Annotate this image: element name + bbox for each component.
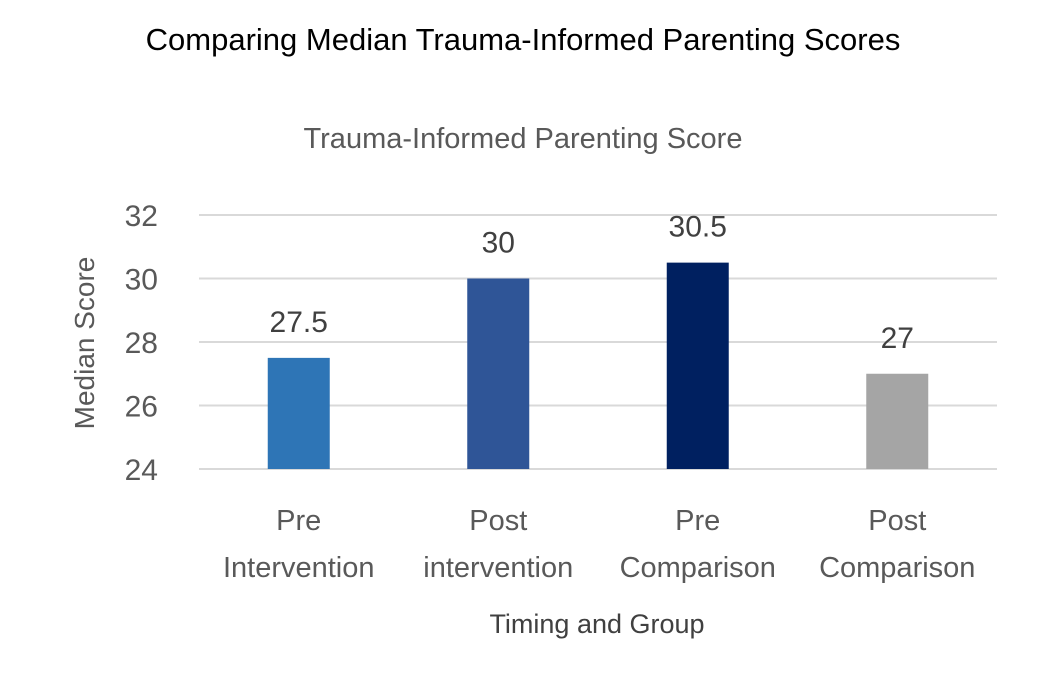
bar [467,279,529,470]
y-tick-label: 28 [125,327,158,360]
data-label: 27 [881,322,914,355]
x-tick-label: Post [868,505,926,537]
y-tick-label: 24 [125,454,158,487]
x-tick-label: intervention [423,552,573,584]
x-tick-label: Pre [675,505,720,537]
bar [268,358,330,469]
data-label: 30.5 [669,211,727,244]
x-axis-ticks: Pre Intervention Post intervention Pre Compar… [223,505,975,584]
bars [268,263,929,469]
bar [866,374,928,469]
data-labels: 27.5 30 30.5 27 [270,211,914,355]
x-tick-label: Comparison [620,552,776,584]
x-tick-label: Intervention [223,552,375,584]
x-tick-label: Comparison [819,552,975,584]
y-tick-label: 26 [125,391,158,424]
data-label: 27.5 [270,306,328,339]
chart-title: Trauma-Informed Parenting Score [304,123,743,155]
x-tick-label: Post [469,505,527,537]
y-tick-label: 32 [125,200,158,233]
x-tick-label: Pre [276,505,321,537]
y-axis-label: Median Score [69,257,100,430]
data-label: 30 [482,227,515,260]
y-axis-ticks: 24 26 28 30 32 [125,200,158,487]
y-tick-label: 30 [125,264,158,297]
bar [667,263,729,469]
x-axis-label: Timing and Group [489,609,704,639]
